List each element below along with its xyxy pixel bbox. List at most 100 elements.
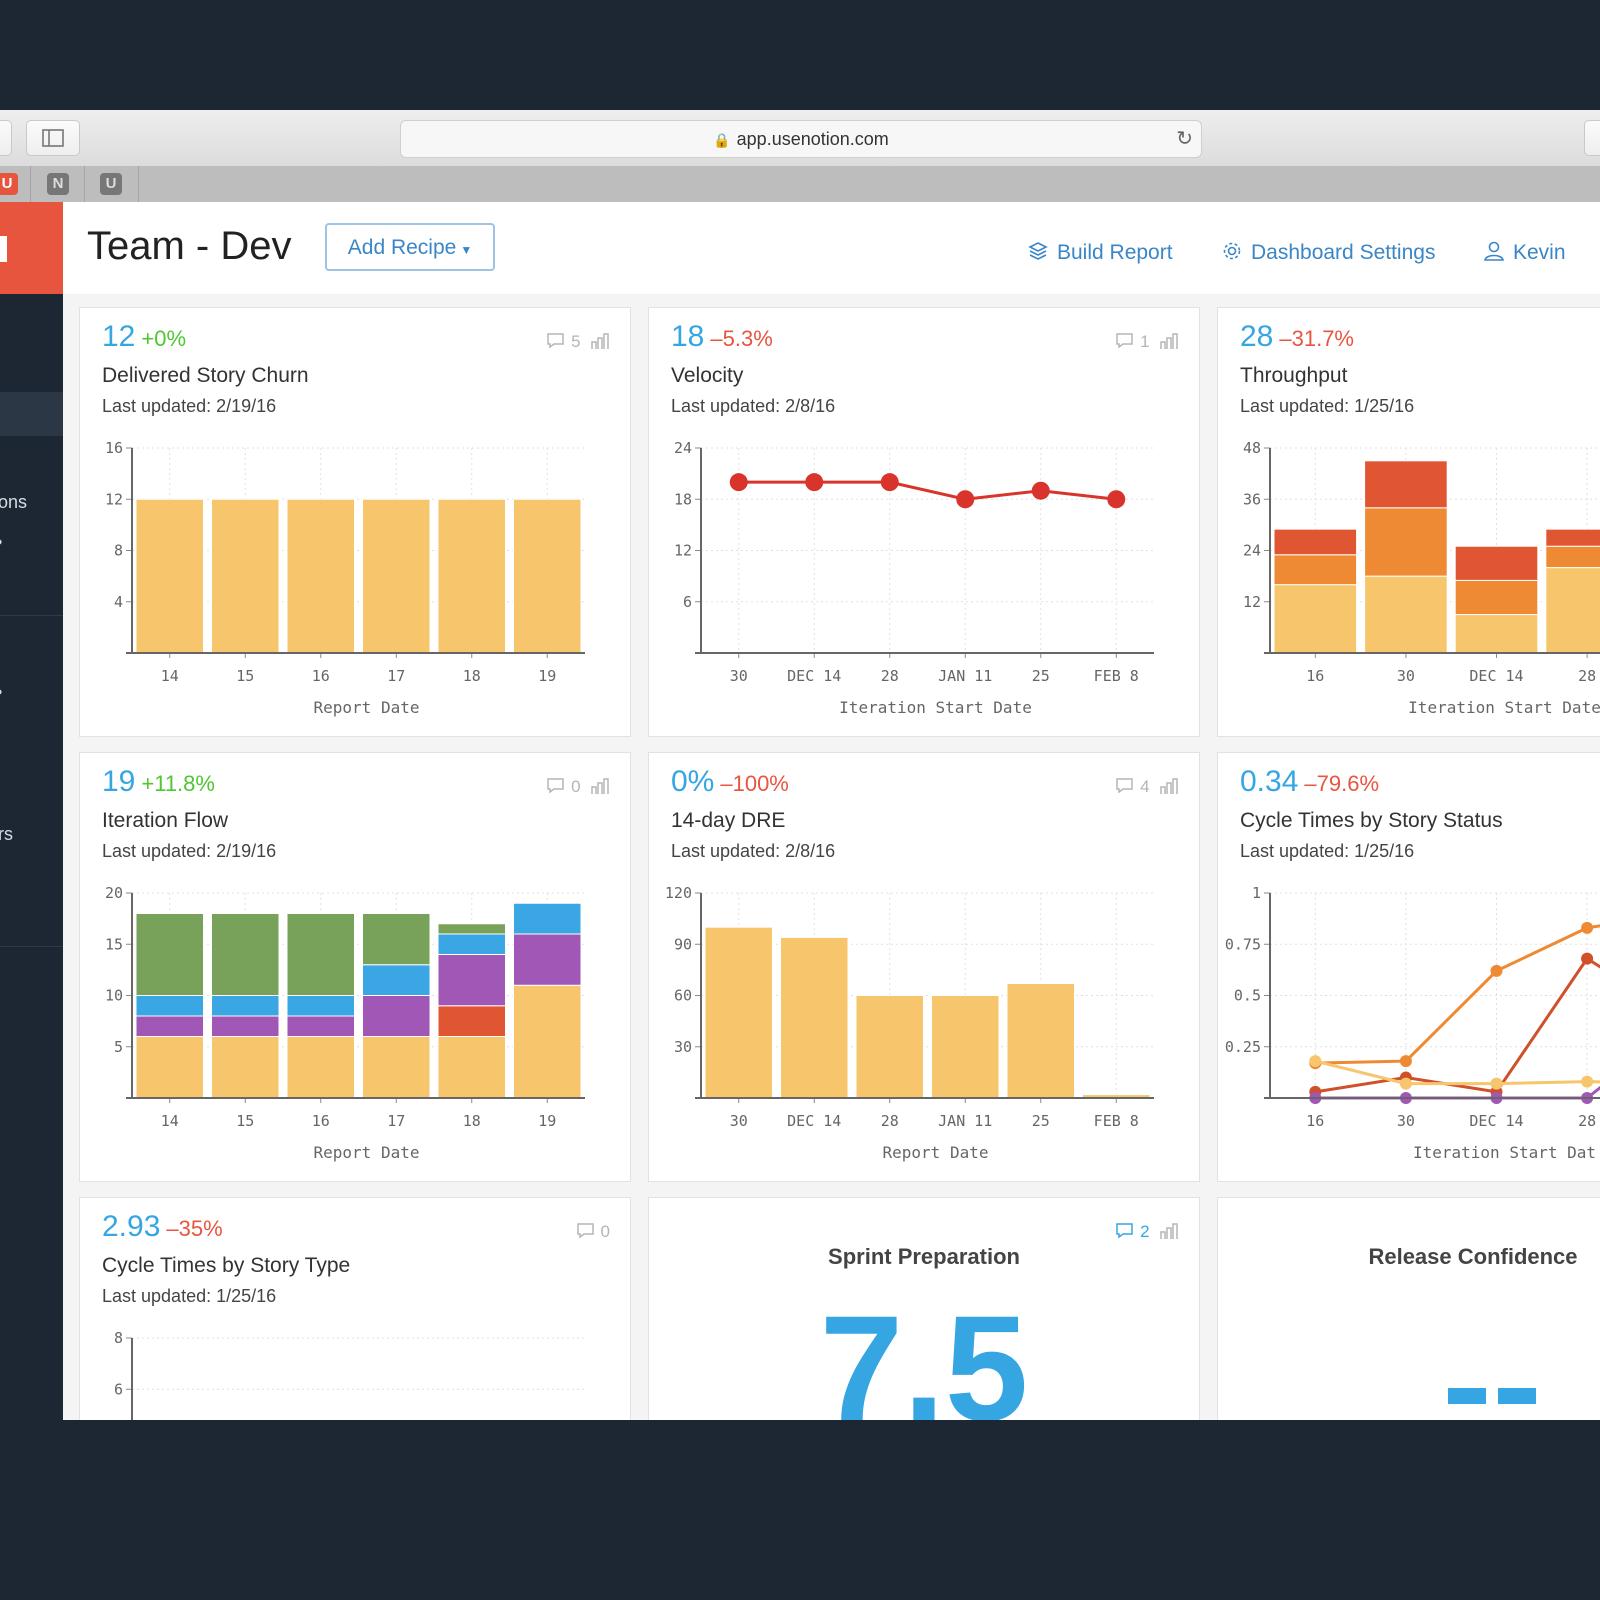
comment-icon[interactable] — [1115, 332, 1135, 350]
metric: 0.34 –79.6% — [1240, 765, 1379, 799]
x-tick-label: 30 — [1397, 667, 1415, 685]
sidebar-toggle-button[interactable] — [26, 120, 80, 156]
comment-icon[interactable] — [1115, 777, 1135, 795]
sidebar-item-label[interactable]: rs — [0, 824, 13, 844]
bar-chart-icon[interactable] — [590, 332, 610, 350]
url-text: app.usenotion.com — [736, 129, 889, 149]
comment-icon[interactable] — [546, 777, 566, 795]
bar — [931, 995, 1000, 1099]
dre-chart: 30 60 90 120 30 DEC 14 28 JAN 11 25 FEB 8 Report D… — [665, 884, 1154, 1162]
card-cycle-times-by-story-type[interactable]: 2.93 –35% Cycle Times by Story Type Last … — [79, 1197, 631, 1420]
sidebar-item-label[interactable]: ons — [0, 492, 28, 512]
dashboard-settings-link[interactable]: Dashboard Settings — [1221, 240, 1435, 265]
x-tick-label: 17 — [387, 667, 405, 685]
data-point — [1490, 964, 1503, 977]
x-tick-label: 30 — [1397, 1112, 1415, 1130]
app-logo[interactable] — [0, 202, 63, 294]
card-sprint-preparation[interactable]: 2 Sprint Preparation 7.5 — [648, 1197, 1200, 1420]
y-tick-label: 20 — [105, 884, 123, 902]
card-cycle-times-by-story-status[interactable]: 0.34 –79.6% Cycle Times by Story Status L… — [1217, 752, 1600, 1182]
metric: 12 +0% — [102, 320, 186, 354]
sidebar-item-active[interactable] — [0, 392, 63, 436]
bookmark-divider — [30, 166, 31, 202]
y-tick-label: 5 — [114, 1038, 123, 1056]
bar — [437, 933, 506, 955]
browser-share-button[interactable] — [1584, 120, 1600, 156]
card-actions: 2 — [1115, 1222, 1179, 1242]
y-tick-label: 1 — [1252, 884, 1261, 902]
bar-chart-icon[interactable] — [1159, 777, 1179, 795]
x-tick-label: 28 — [881, 667, 899, 685]
card-title: Release Confidence — [1368, 1244, 1578, 1269]
metric: 18 –5.3% — [671, 320, 773, 354]
card-velocity[interactable]: 18 –5.3% Velocity Last updated: 2/8/16 1 … — [648, 307, 1200, 737]
browser-back-button[interactable] — [0, 120, 12, 156]
card-iteration-flow[interactable]: 19 +11.8% Iteration Flow Last updated: 2/… — [79, 752, 631, 1182]
x-tick-label: 16 — [312, 1112, 330, 1130]
card-throughput[interactable]: 28 –31.7% Throughput Last updated: 1/25/1… — [1217, 307, 1600, 737]
x-tick-label: 14 — [161, 1112, 179, 1130]
y-tick-label: 12 — [105, 490, 123, 508]
bar — [1454, 614, 1539, 654]
bar — [1454, 579, 1539, 616]
x-tick-label: JAN 11 — [938, 1112, 992, 1130]
data-point — [1399, 1055, 1412, 1068]
last-updated: Last updated: 2/19/16 — [102, 841, 277, 861]
y-tick-label: 6 — [114, 1380, 123, 1398]
card-title: Sprint Preparation — [828, 1244, 1020, 1269]
y-tick-label: 16 — [105, 439, 123, 457]
comment-count: 5 — [571, 332, 581, 351]
card-title: Delivered Story Churn — [102, 364, 309, 387]
build-report-label: Build Report — [1057, 241, 1173, 264]
bar — [362, 964, 431, 996]
sidebar-item-fragment: • — [0, 532, 2, 553]
card-release-confidence[interactable]: Release Confidence -- — [1217, 1197, 1600, 1420]
y-tick-label: 4 — [114, 593, 123, 611]
bar — [513, 984, 582, 1099]
metric: 2.93 –35% — [102, 1210, 223, 1244]
data-point — [1031, 481, 1050, 500]
bar-chart-icon[interactable] — [1159, 332, 1179, 350]
card-14-day-dre[interactable]: 0% –100% 14-day DRE Last updated: 2/8/16 … — [648, 752, 1200, 1182]
metric-value: 0.34 — [1240, 765, 1299, 798]
x-axis-label: Iteration Start Date — [1408, 698, 1600, 717]
data-point — [729, 473, 748, 492]
bookmark-u[interactable]: U — [100, 173, 122, 195]
y-tick-label: 8 — [114, 542, 123, 560]
bar-chart-icon[interactable] — [590, 777, 610, 795]
x-tick-label: 15 — [236, 667, 254, 685]
card-delivered-story-churn[interactable]: 12 +0% Delivered Story Churn Last updated… — [79, 307, 631, 737]
y-tick-label: 0.25 — [1225, 1038, 1261, 1056]
bar — [1545, 528, 1600, 547]
comment-icon[interactable] — [546, 332, 566, 350]
comment-icon[interactable] — [576, 1222, 596, 1240]
bar — [780, 936, 849, 1099]
bookmarks-bar: U N U — [0, 166, 1600, 203]
x-tick-label: DEC 14 — [1469, 667, 1523, 685]
y-tick-label: 36 — [1243, 490, 1261, 508]
bar — [286, 913, 355, 996]
dashboard-settings-label: Dashboard Settings — [1251, 241, 1436, 264]
bar — [135, 913, 204, 996]
x-tick-label: 30 — [730, 667, 748, 685]
x-tick-label: 25 — [1032, 1112, 1050, 1130]
data-point — [1490, 1077, 1503, 1090]
browser-window: 🔒 app.usenotion.com ↻ U N U ons • • rs Te… — [0, 110, 1600, 1420]
y-tick-label: 60 — [674, 987, 692, 1005]
add-recipe-button[interactable]: Add Recipe ▼ — [325, 223, 495, 271]
bookmark-n[interactable]: N — [47, 173, 69, 195]
data-point — [1107, 490, 1126, 509]
card-title: Velocity — [671, 364, 744, 387]
address-bar[interactable]: 🔒 app.usenotion.com ↻ — [400, 120, 1202, 158]
reload-icon[interactable]: ↻ — [1176, 128, 1193, 150]
x-axis-label: Report Date — [883, 1143, 989, 1162]
user-menu-link[interactable]: Kevin — [1483, 240, 1566, 265]
comment-icon[interactable] — [1115, 1222, 1135, 1240]
metric-change: –35% — [166, 1216, 223, 1241]
metric: 28 –31.7% — [1240, 320, 1354, 354]
sidebar-divider — [0, 946, 63, 947]
bar-chart-icon[interactable] — [1159, 1222, 1179, 1240]
build-report-link[interactable]: Build Report — [1027, 240, 1173, 265]
bar — [211, 1015, 280, 1037]
bookmark-u-active[interactable]: U — [0, 173, 18, 195]
